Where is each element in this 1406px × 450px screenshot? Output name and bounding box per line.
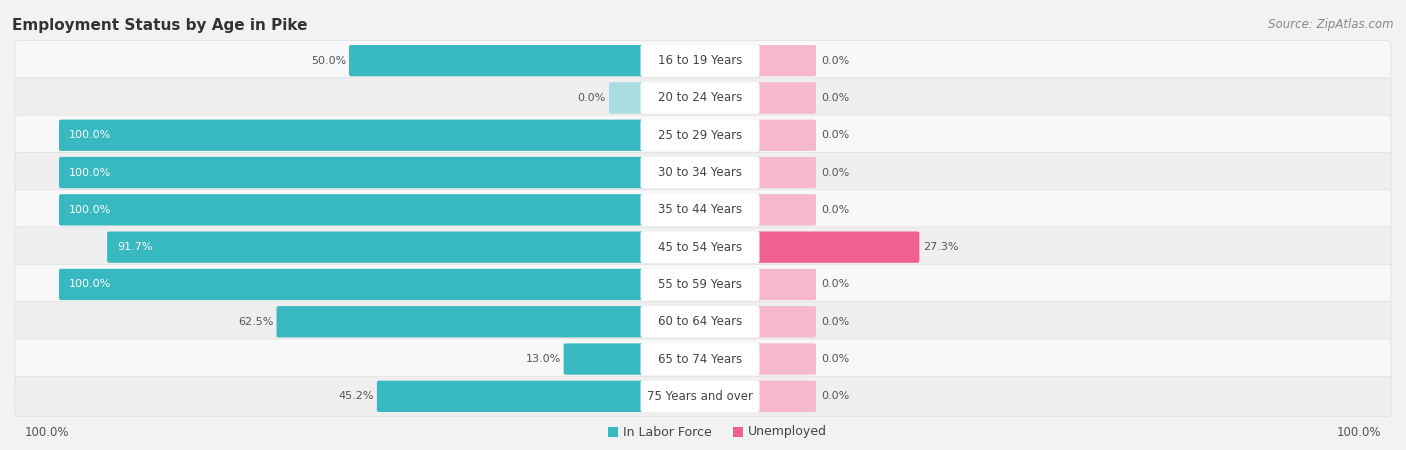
Text: 0.0%: 0.0% [821, 167, 849, 178]
FancyBboxPatch shape [349, 45, 643, 76]
Text: 100.0%: 100.0% [1337, 426, 1381, 438]
Text: 0.0%: 0.0% [821, 56, 849, 66]
Text: 0.0%: 0.0% [821, 392, 849, 401]
Text: 45 to 54 Years: 45 to 54 Years [658, 241, 742, 254]
FancyBboxPatch shape [641, 381, 759, 412]
Text: Unemployed: Unemployed [748, 426, 827, 438]
FancyBboxPatch shape [641, 231, 759, 263]
FancyBboxPatch shape [15, 153, 1391, 193]
FancyBboxPatch shape [107, 231, 643, 263]
Text: 100.0%: 100.0% [69, 130, 111, 140]
Text: 55 to 59 Years: 55 to 59 Years [658, 278, 742, 291]
Text: 0.0%: 0.0% [578, 93, 606, 103]
Text: 0.0%: 0.0% [821, 354, 849, 364]
FancyBboxPatch shape [756, 157, 815, 188]
Text: 50.0%: 50.0% [311, 56, 346, 66]
Text: 16 to 19 Years: 16 to 19 Years [658, 54, 742, 67]
Text: 0.0%: 0.0% [821, 205, 849, 215]
Text: 0.0%: 0.0% [821, 279, 849, 289]
FancyBboxPatch shape [756, 194, 815, 225]
FancyBboxPatch shape [277, 306, 643, 338]
FancyBboxPatch shape [756, 343, 815, 375]
Text: Source: ZipAtlas.com: Source: ZipAtlas.com [1268, 18, 1393, 31]
FancyBboxPatch shape [564, 343, 643, 375]
FancyBboxPatch shape [641, 157, 759, 188]
FancyBboxPatch shape [756, 231, 920, 263]
FancyBboxPatch shape [15, 302, 1391, 342]
Text: 25 to 29 Years: 25 to 29 Years [658, 129, 742, 142]
FancyBboxPatch shape [15, 78, 1391, 118]
Text: 13.0%: 13.0% [526, 354, 561, 364]
FancyBboxPatch shape [756, 381, 815, 412]
FancyBboxPatch shape [641, 120, 759, 151]
FancyBboxPatch shape [609, 82, 643, 113]
Text: 100.0%: 100.0% [25, 426, 69, 438]
FancyBboxPatch shape [59, 194, 643, 225]
Text: In Labor Force: In Labor Force [623, 426, 711, 438]
FancyBboxPatch shape [59, 157, 643, 188]
FancyBboxPatch shape [756, 82, 815, 113]
FancyBboxPatch shape [59, 269, 643, 300]
FancyBboxPatch shape [756, 120, 815, 151]
Text: 35 to 44 Years: 35 to 44 Years [658, 203, 742, 216]
FancyBboxPatch shape [377, 381, 643, 412]
FancyBboxPatch shape [15, 227, 1391, 267]
Text: 100.0%: 100.0% [69, 279, 111, 289]
Text: 27.3%: 27.3% [924, 242, 959, 252]
Text: 30 to 34 Years: 30 to 34 Years [658, 166, 742, 179]
FancyBboxPatch shape [15, 264, 1391, 305]
FancyBboxPatch shape [15, 190, 1391, 230]
FancyBboxPatch shape [641, 306, 759, 338]
Text: 0.0%: 0.0% [821, 130, 849, 140]
Text: 0.0%: 0.0% [821, 317, 849, 327]
Text: 62.5%: 62.5% [238, 317, 274, 327]
Text: 100.0%: 100.0% [69, 167, 111, 178]
FancyBboxPatch shape [756, 45, 815, 76]
Text: 91.7%: 91.7% [117, 242, 153, 252]
FancyBboxPatch shape [641, 45, 759, 76]
Text: 0.0%: 0.0% [821, 93, 849, 103]
FancyBboxPatch shape [641, 269, 759, 300]
Text: Employment Status by Age in Pike: Employment Status by Age in Pike [13, 18, 308, 33]
Text: 45.2%: 45.2% [339, 392, 374, 401]
Text: 65 to 74 Years: 65 to 74 Years [658, 352, 742, 365]
FancyBboxPatch shape [756, 306, 815, 338]
FancyBboxPatch shape [641, 82, 759, 113]
FancyBboxPatch shape [641, 343, 759, 375]
FancyBboxPatch shape [15, 339, 1391, 379]
Text: 100.0%: 100.0% [69, 205, 111, 215]
FancyBboxPatch shape [733, 427, 742, 437]
Text: 20 to 24 Years: 20 to 24 Years [658, 91, 742, 104]
FancyBboxPatch shape [15, 40, 1391, 81]
FancyBboxPatch shape [59, 120, 643, 151]
Text: 75 Years and over: 75 Years and over [647, 390, 754, 403]
FancyBboxPatch shape [15, 115, 1391, 155]
FancyBboxPatch shape [15, 376, 1391, 417]
FancyBboxPatch shape [607, 427, 619, 437]
FancyBboxPatch shape [641, 194, 759, 225]
Text: 60 to 64 Years: 60 to 64 Years [658, 315, 742, 328]
FancyBboxPatch shape [756, 269, 815, 300]
